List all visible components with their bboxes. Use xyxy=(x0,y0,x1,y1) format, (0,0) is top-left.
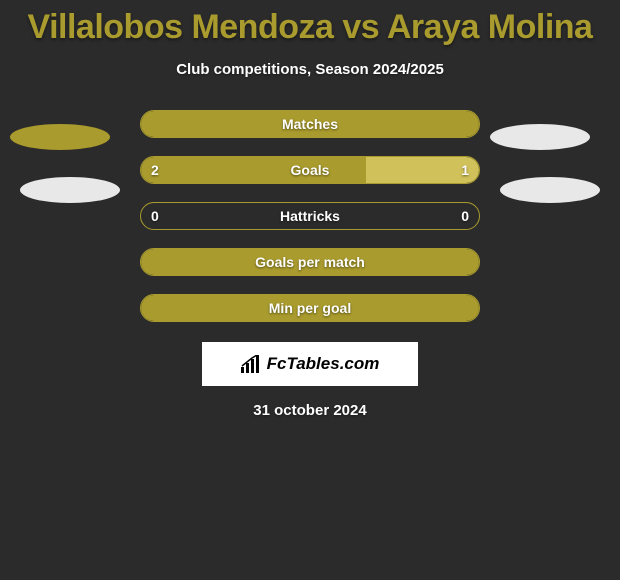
bar-label: Matches xyxy=(141,111,479,137)
bar-row-goals-per-match: Goals per match xyxy=(140,248,480,276)
bar-row-goals: Goals2 1 xyxy=(140,156,480,184)
side-ellipse-right-2 xyxy=(500,177,600,203)
logo-box: FcTables.com xyxy=(202,342,418,386)
comparison-chart: Matches Goals2 1 Hattricks0 0 Goals per match… xyxy=(0,110,620,419)
side-ellipse-left-2 xyxy=(20,177,120,203)
logo-text: FcTables.com xyxy=(267,354,380,374)
bar-label: Goals xyxy=(141,157,479,183)
side-ellipse-left-1 xyxy=(10,124,110,150)
bar-row-min-per-goal: Min per goal xyxy=(140,294,480,322)
page-title: Villalobos Mendoza vs Araya Molina xyxy=(0,0,620,47)
bar-label: Min per goal xyxy=(141,295,479,321)
bar-value-right: 0 xyxy=(461,203,469,229)
bar-value-left: 0 xyxy=(151,203,159,229)
bar-row-matches: Matches xyxy=(140,110,480,138)
logo: FcTables.com xyxy=(241,354,380,374)
bar-label: Goals per match xyxy=(141,249,479,275)
bar-row-hattricks: Hattricks0 0 xyxy=(140,202,480,230)
bar-value-left: 2 xyxy=(151,157,159,183)
logo-bars-icon xyxy=(241,355,263,373)
bar-label: Hattricks xyxy=(141,203,479,229)
side-ellipse-right-1 xyxy=(490,124,590,150)
date-text: 31 october 2024 xyxy=(0,402,620,419)
subtitle: Club competitions, Season 2024/2025 xyxy=(0,61,620,78)
bar-value-right: 1 xyxy=(461,157,469,183)
